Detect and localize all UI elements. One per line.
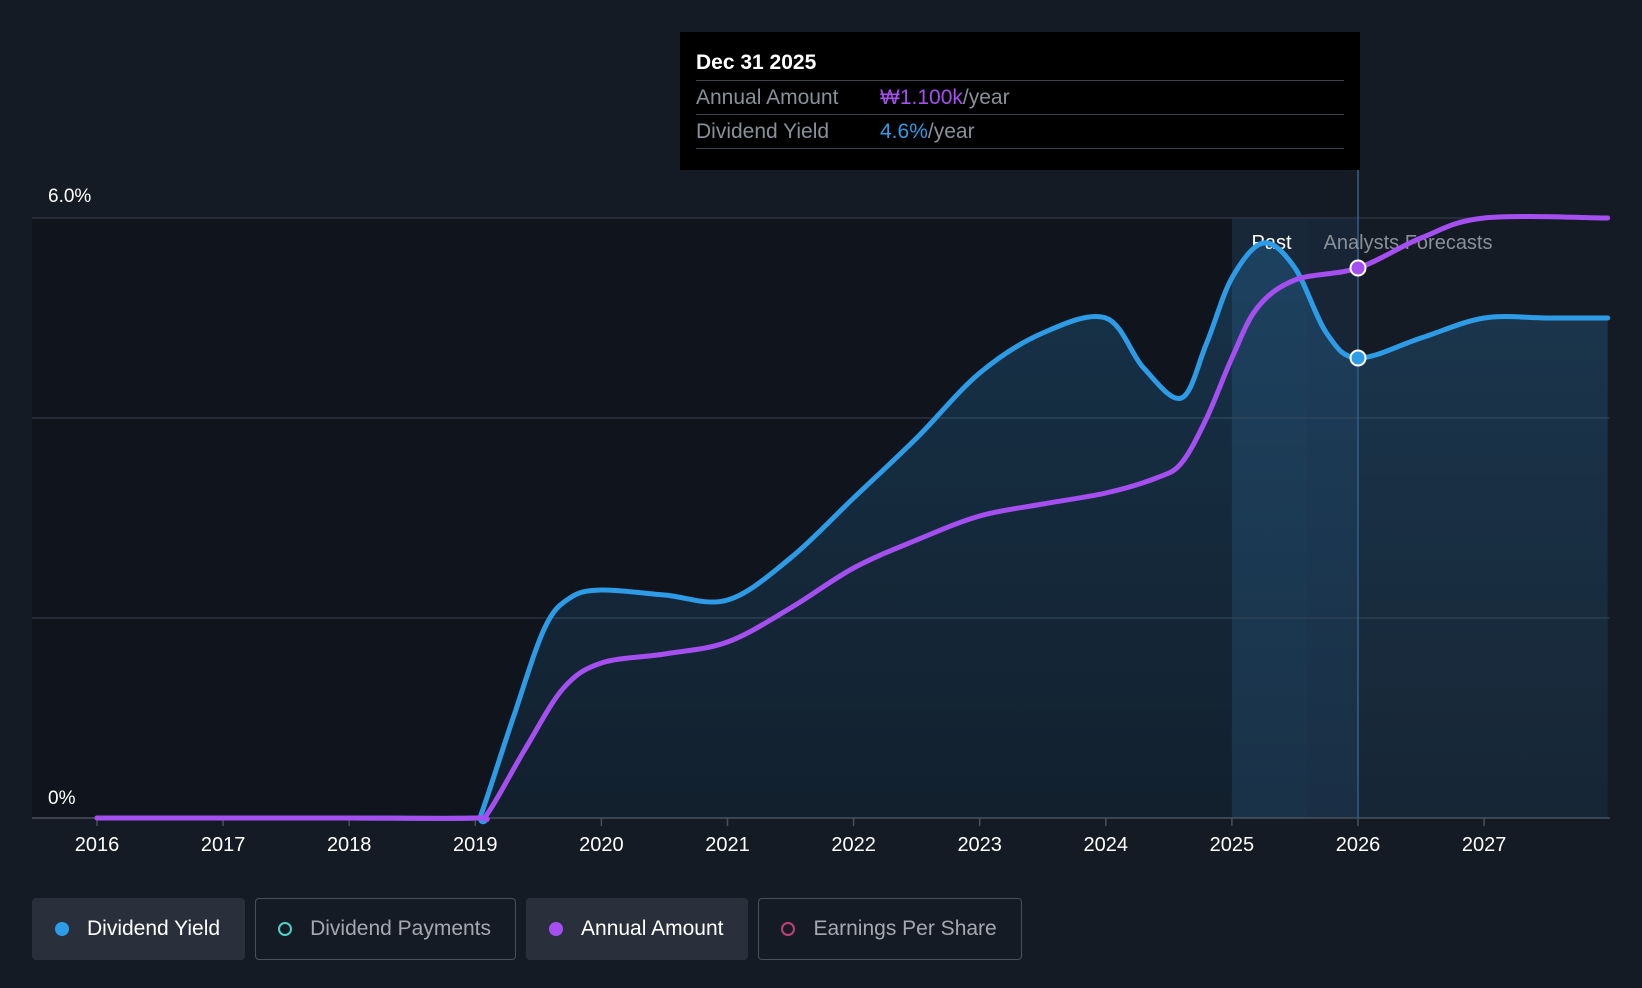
x-tick-label: 2026 xyxy=(1336,834,1381,856)
tooltip-label: Dividend Yield xyxy=(696,120,830,143)
x-tick-label: 2021 xyxy=(705,834,750,856)
tooltip-value: ₩1.100k xyxy=(880,86,963,109)
legend-label: Annual Amount xyxy=(581,917,724,940)
legend-label: Dividend Yield xyxy=(87,917,221,940)
x-tick-label: 2027 xyxy=(1462,834,1507,856)
tooltip-value: 4.6% xyxy=(880,120,928,143)
x-tick-label: 2019 xyxy=(453,834,498,856)
legend-label: Earnings Per Share xyxy=(813,917,997,940)
tooltip-unit: /year xyxy=(927,120,975,143)
legend-ring-icon xyxy=(781,922,796,936)
hover-tooltip: Dec 31 2025 Annual Amount ₩1.100k/year D… xyxy=(680,32,1360,170)
tooltip-row-dividend-yield: Dividend Yield 4.6%/year xyxy=(696,115,1344,149)
legend-dot-icon xyxy=(549,922,564,936)
tooltip-row-annual-amount: Annual Amount ₩1.100k/year xyxy=(696,81,1344,115)
legend-ring-icon xyxy=(278,922,293,936)
marker-annual-amount xyxy=(1349,259,1367,277)
x-tick-label: 2024 xyxy=(1084,834,1129,856)
x-tick-label: 2020 xyxy=(579,834,624,856)
x-tick-label: 2023 xyxy=(957,834,1002,856)
series-line-annual-amount xyxy=(94,214,1611,823)
y-tick-label: 6.0% xyxy=(48,186,91,207)
x-tick-label: 2018 xyxy=(327,834,372,856)
legend-dividend-payments[interactable]: Dividend Payments xyxy=(255,898,517,960)
marker-dividend-yield xyxy=(1349,349,1367,367)
legend-earnings-per-share[interactable]: Earnings Per Share xyxy=(758,898,1022,960)
x-tick-label: 2017 xyxy=(201,834,246,856)
legend-label: Dividend Payments xyxy=(310,917,492,940)
legend-dot-icon xyxy=(55,922,69,936)
x-tick-label: 2025 xyxy=(1210,834,1255,856)
tooltip-unit: /year xyxy=(962,86,1010,109)
series-area-dividend-yield xyxy=(97,242,1608,822)
x-tick-label: 2016 xyxy=(75,834,120,856)
x-tick-label: 2022 xyxy=(831,834,876,856)
tooltip-label: Annual Amount xyxy=(696,86,839,109)
legend-dividend-yield[interactable]: Dividend Yield xyxy=(32,898,246,960)
chart-legend: Dividend Yield Dividend Payments Annual … xyxy=(32,898,1022,962)
series-line-dividend-yield xyxy=(94,240,1611,825)
tooltip-date: Dec 31 2025 xyxy=(696,46,1344,81)
y-tick-label: 0% xyxy=(48,788,76,809)
legend-annual-amount[interactable]: Annual Amount xyxy=(526,898,749,960)
